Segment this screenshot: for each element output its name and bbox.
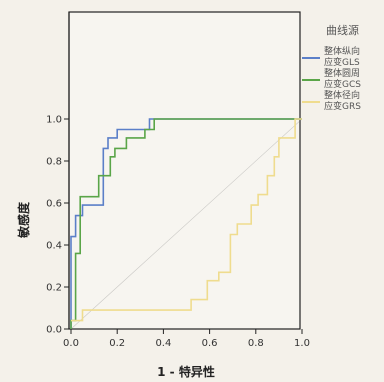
x-axis-label: 1 - 特异性 [157, 364, 215, 379]
x-tick-label: 1.0 [294, 338, 310, 349]
y-tick-label: 0.6 [46, 199, 62, 210]
x-axis: 0.0 0.2 0.4 0.6 0.8 1.0 [63, 329, 310, 349]
legend-label: 应变GLS [324, 56, 360, 68]
x-tick-label: 0.0 [63, 338, 79, 349]
y-tick-label: 0.4 [46, 241, 62, 252]
x-tick-label: 0.4 [155, 338, 171, 349]
legend-label: 应变GRS [324, 100, 361, 112]
legend-title: 曲线源 [326, 23, 359, 37]
x-tick-label: 0.8 [248, 338, 264, 349]
y-tick-label: 0.8 [46, 157, 62, 168]
y-axis: 0.0 0.2 0.4 0.6 0.8 1.0 [46, 12, 70, 336]
reference-line-layer [70, 118, 303, 330]
y-axis-label: 敏感度 [16, 201, 31, 239]
legend-label: 整体圆周 [324, 67, 360, 79]
series-line-3 [71, 118, 302, 322]
series-line-1 [70, 118, 302, 329]
series-line-2 [70, 118, 302, 329]
legend-label: 整体纵向 [324, 45, 360, 57]
legend-label: 整体径向 [324, 89, 360, 101]
plot-area [68, 11, 301, 330]
reference-diagonal [70, 118, 303, 330]
x-tick-label: 0.6 [202, 338, 218, 349]
y-tick-label: 0.0 [46, 325, 62, 336]
y-tick-label: 0.2 [46, 283, 62, 294]
x-tick-label: 0.2 [109, 338, 125, 349]
y-tick-label: 1.0 [46, 115, 62, 126]
series-layer [70, 118, 302, 329]
legend-label: 应变GCS [324, 78, 361, 90]
